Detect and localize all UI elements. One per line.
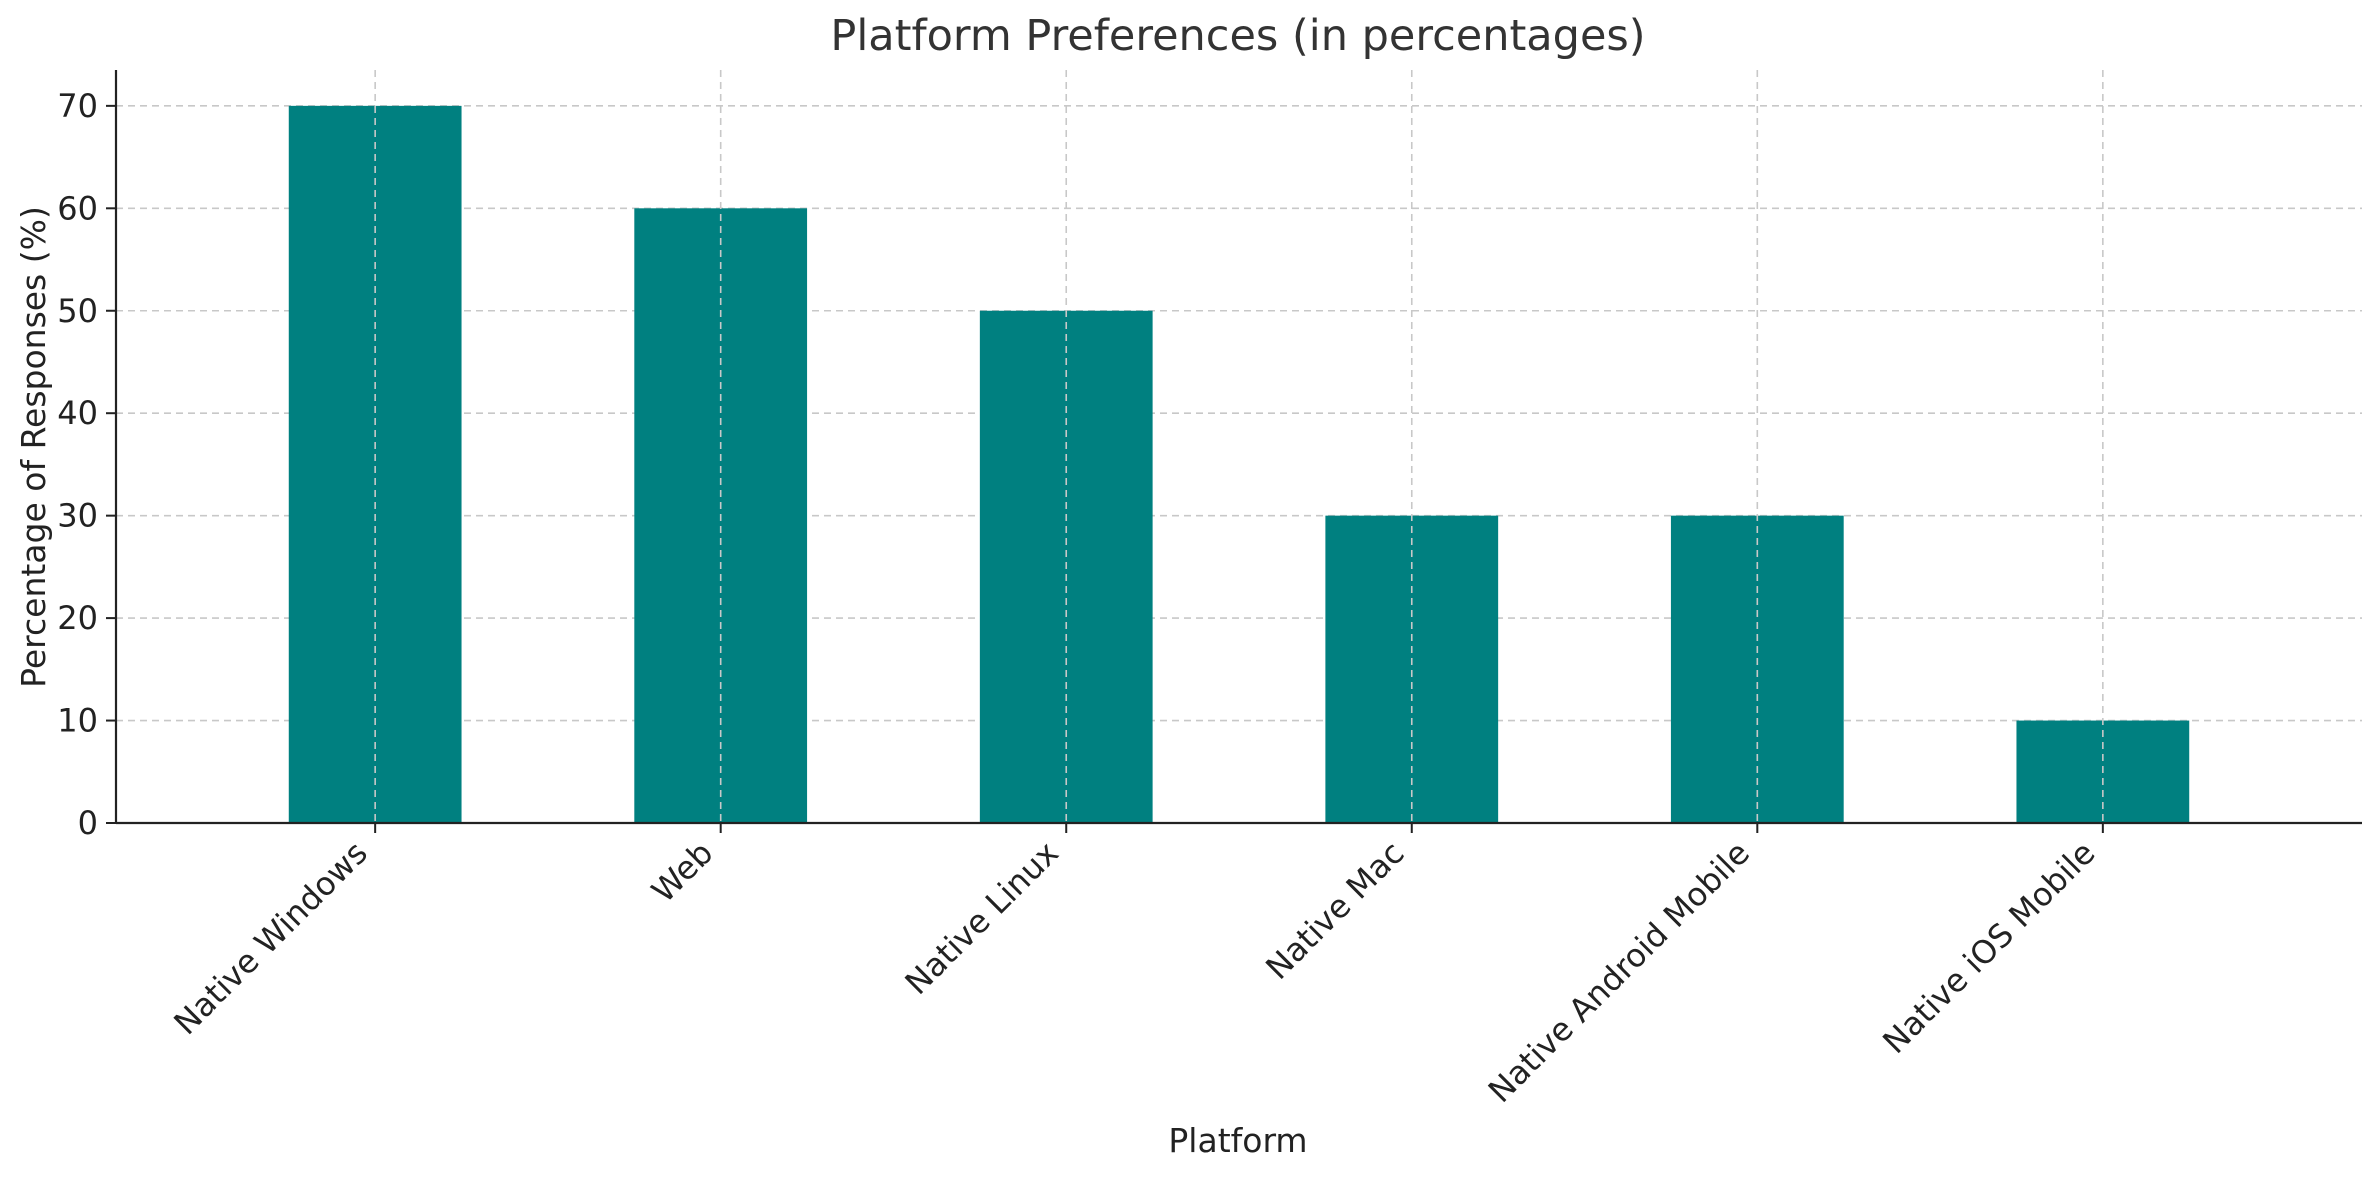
y-tick-label: 20 — [57, 599, 98, 637]
y-ticks: 0 10 20 30 40 50 60 70 — [57, 87, 116, 842]
bar-native-mac — [1325, 515, 1499, 823]
x-tick-label: Native iOS Mobile — [1875, 834, 2102, 1061]
axes — [114, 70, 2362, 825]
x-ticks: Native Windows Web Native Linux Native Mac N… — [166, 823, 2104, 1110]
bars — [288, 105, 2190, 824]
x-axis-label: Platform — [1168, 1121, 1307, 1160]
chart-title: Platform Preferences (in percentages) — [830, 11, 1645, 61]
y-tick-label: 40 — [57, 394, 98, 432]
y-tick-label: 50 — [57, 292, 98, 330]
y-axis-label: Percentage of Responses (%) — [14, 206, 53, 688]
y-tick-label: 10 — [57, 702, 98, 740]
vertical-grid — [374, 70, 2104, 823]
bar-native-android-mobile — [1670, 515, 1844, 823]
x-tick-label: Native Windows — [166, 834, 374, 1042]
y-tick-label: 60 — [57, 189, 98, 227]
x-tick-label: Web — [644, 834, 720, 910]
y-tick-label: 0 — [78, 804, 98, 842]
x-tick-label: Native Android Mobile — [1481, 834, 1757, 1110]
grid — [116, 105, 2362, 824]
x-tick-label: Native Mac — [1258, 834, 1411, 987]
y-tick-label: 30 — [57, 497, 98, 535]
bar-native-windows — [288, 105, 462, 824]
y-tick-label: 70 — [57, 87, 98, 125]
x-tick-label: Native Linux — [898, 834, 1066, 1002]
